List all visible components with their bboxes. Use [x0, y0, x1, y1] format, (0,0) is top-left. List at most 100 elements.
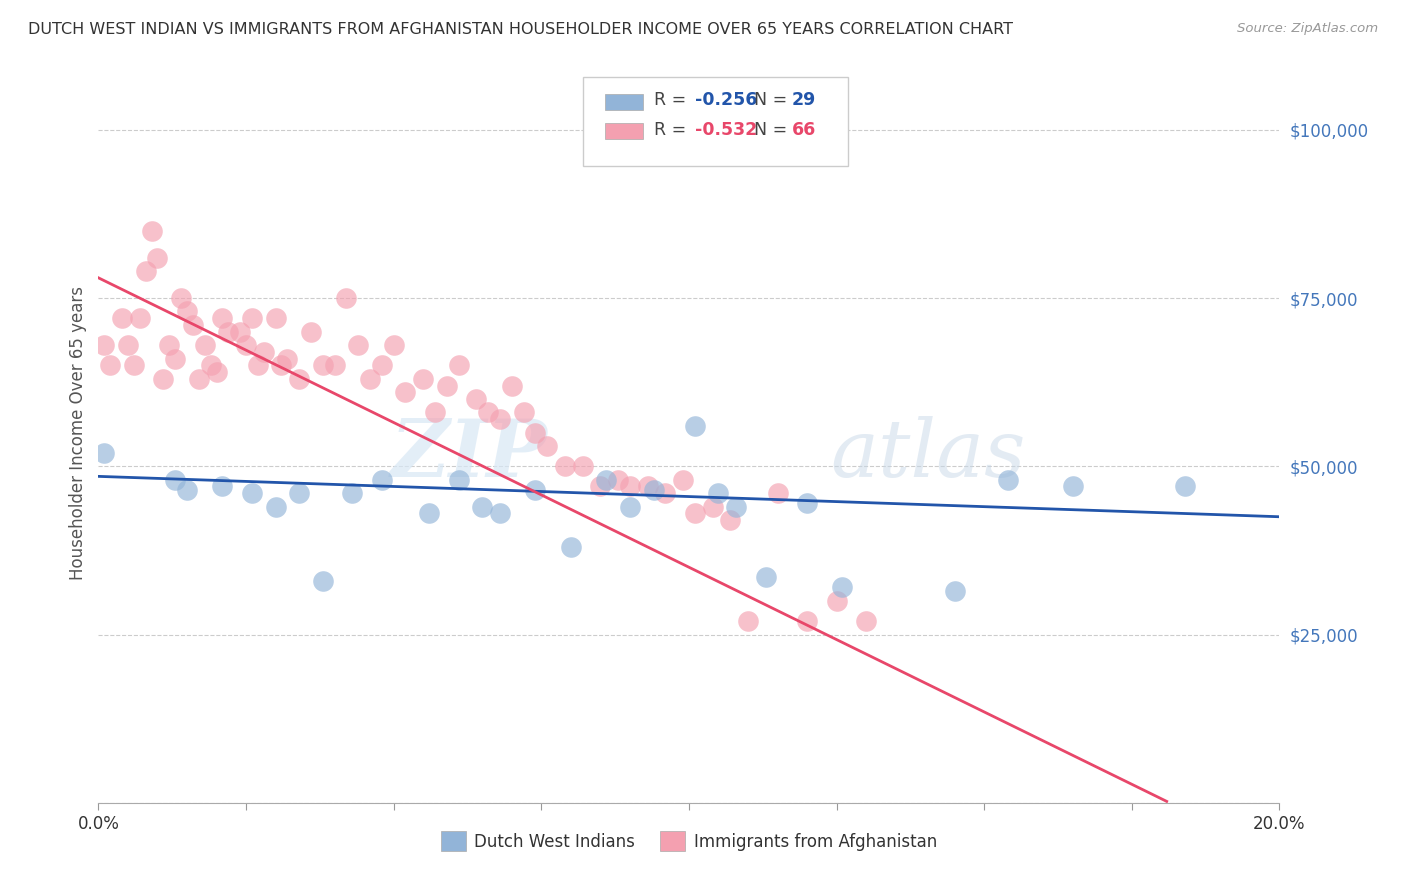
Point: [412, 372, 434, 386]
Text: -0.532: -0.532: [695, 120, 756, 139]
Point: [141, 224, 163, 238]
Point: [128, 311, 150, 326]
Text: N =: N =: [754, 91, 793, 109]
Point: [489, 507, 512, 521]
Point: [176, 483, 198, 497]
Point: [436, 378, 458, 392]
Point: [335, 291, 357, 305]
FancyBboxPatch shape: [582, 78, 848, 166]
Point: [276, 351, 298, 366]
Point: [447, 359, 470, 373]
Point: [240, 311, 263, 326]
Point: [501, 378, 523, 392]
Text: DUTCH WEST INDIAN VS IMMIGRANTS FROM AFGHANISTAN HOUSEHOLDER INCOME OVER 65 YEAR: DUTCH WEST INDIAN VS IMMIGRANTS FROM AFG…: [28, 22, 1014, 37]
Point: [229, 325, 252, 339]
Point: [1174, 479, 1197, 493]
Point: [176, 304, 198, 318]
Point: [796, 614, 818, 628]
Point: [737, 614, 759, 628]
Point: [672, 473, 695, 487]
Point: [831, 581, 853, 595]
Point: [93, 446, 115, 460]
Point: [135, 264, 157, 278]
Point: [825, 594, 848, 608]
Point: [683, 418, 706, 433]
Point: [253, 344, 276, 359]
Text: atlas: atlas: [831, 416, 1026, 493]
Point: [217, 325, 239, 339]
Point: [200, 359, 222, 373]
Point: [560, 540, 582, 554]
Point: [288, 486, 311, 500]
Point: [205, 365, 228, 379]
Point: [288, 372, 311, 386]
Point: [489, 412, 512, 426]
Point: [447, 473, 470, 487]
Text: ZIP: ZIP: [391, 416, 547, 493]
Point: [146, 251, 169, 265]
Point: [707, 486, 730, 500]
Point: [755, 570, 778, 584]
Point: [165, 473, 187, 487]
Point: [607, 473, 630, 487]
Point: [683, 507, 706, 521]
Point: [524, 483, 547, 497]
Point: [371, 473, 394, 487]
Point: [157, 338, 180, 352]
Point: [264, 500, 287, 514]
Point: [299, 325, 322, 339]
Point: [170, 291, 193, 305]
Text: 66: 66: [792, 120, 815, 139]
Point: [855, 614, 877, 628]
Point: [589, 479, 612, 493]
Point: [181, 318, 204, 332]
Point: [235, 338, 257, 352]
Point: [595, 473, 617, 487]
Point: [418, 507, 440, 521]
Text: Source: ZipAtlas.com: Source: ZipAtlas.com: [1237, 22, 1378, 36]
Point: [643, 483, 665, 497]
Point: [246, 359, 269, 373]
Point: [117, 338, 139, 352]
Point: [122, 359, 145, 373]
Point: [619, 479, 641, 493]
Text: N =: N =: [754, 120, 793, 139]
Point: [571, 459, 593, 474]
Text: R =: R =: [654, 120, 692, 139]
Point: [323, 359, 346, 373]
Point: [111, 311, 134, 326]
Point: [619, 500, 641, 514]
Point: [654, 486, 676, 500]
Point: [718, 513, 741, 527]
Point: [371, 359, 394, 373]
Point: [270, 359, 292, 373]
Point: [382, 338, 405, 352]
Point: [524, 425, 547, 440]
Point: [211, 479, 233, 493]
Point: [98, 359, 121, 373]
Point: [264, 311, 287, 326]
Point: [187, 372, 209, 386]
Point: [93, 338, 115, 352]
Text: -0.256: -0.256: [695, 91, 758, 109]
Point: [512, 405, 534, 419]
Text: 29: 29: [792, 91, 815, 109]
Point: [943, 583, 966, 598]
Point: [194, 338, 217, 352]
Point: [394, 385, 416, 400]
Point: [359, 372, 381, 386]
Point: [423, 405, 446, 419]
Point: [342, 486, 364, 500]
Point: [471, 500, 494, 514]
Point: [240, 486, 263, 500]
Legend: Dutch West Indians, Immigrants from Afghanistan: Dutch West Indians, Immigrants from Afgh…: [434, 825, 943, 857]
Point: [766, 486, 789, 500]
Point: [702, 500, 724, 514]
Point: [312, 359, 335, 373]
Point: [165, 351, 187, 366]
Y-axis label: Householder Income Over 65 years: Householder Income Over 65 years: [69, 285, 87, 580]
Point: [477, 405, 499, 419]
Point: [796, 496, 818, 510]
Point: [637, 479, 659, 493]
Point: [152, 372, 174, 386]
